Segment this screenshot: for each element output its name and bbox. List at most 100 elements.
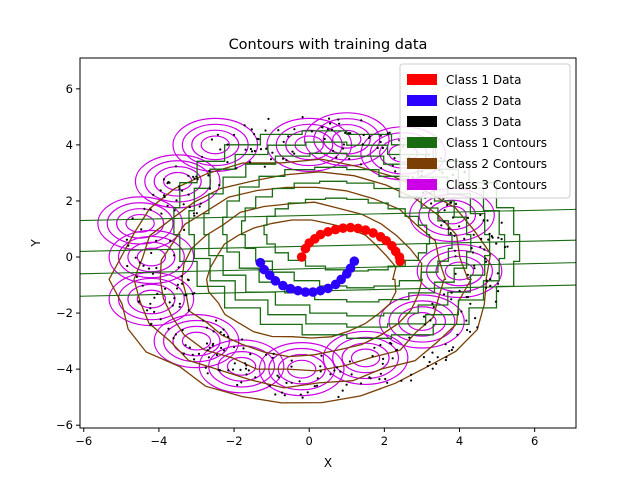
class-3-point — [313, 385, 316, 388]
class-3-point — [458, 225, 461, 228]
class-3-point — [466, 273, 469, 276]
class-3-point — [348, 360, 351, 363]
class-3-point — [193, 214, 196, 217]
class-3-point — [181, 328, 184, 332]
class-3-point — [219, 148, 222, 151]
class-3-point — [485, 260, 488, 263]
class-3-point — [319, 370, 322, 373]
class-3-point — [497, 290, 500, 293]
class-3-point — [299, 393, 302, 396]
class-1-point — [360, 225, 371, 235]
class-3-point — [463, 237, 466, 240]
class-3-point — [465, 296, 468, 299]
legend-box — [399, 63, 571, 199]
class-3-point — [440, 224, 443, 227]
class-3-contour — [322, 330, 409, 386]
class-3-point — [503, 245, 507, 249]
class-3-point — [453, 249, 456, 252]
class-3-point — [466, 328, 469, 332]
class-3-point — [153, 310, 156, 313]
x-tick-label: −4 — [150, 434, 167, 448]
y-tick-label: −4 — [56, 362, 73, 376]
legend-label: Class 3 Data — [446, 115, 522, 129]
class-3-point — [164, 287, 167, 290]
class-3-point — [147, 267, 151, 270]
class-3-contour — [379, 294, 465, 349]
class-3-point — [326, 128, 329, 131]
class-3-point — [177, 266, 180, 269]
legend-label: Class 3 Contours — [446, 178, 547, 192]
class-3-point — [465, 319, 468, 322]
class-3-point — [293, 128, 296, 131]
class-3-point — [205, 326, 208, 329]
class-1-point — [296, 252, 307, 262]
class-3-point — [151, 272, 155, 275]
class-3-point — [195, 212, 198, 215]
class-3-point — [219, 331, 222, 334]
class-3-point — [386, 381, 389, 384]
class-3-point — [253, 133, 256, 136]
class-3-point — [193, 177, 196, 180]
class-3-point — [379, 343, 382, 347]
class-3-point — [125, 238, 128, 241]
class-3-point — [458, 289, 461, 292]
class-3-point — [243, 362, 247, 365]
class-3-point — [327, 117, 331, 120]
class-3-point — [263, 165, 266, 168]
legend-swatch — [407, 95, 437, 106]
class-3-point — [206, 372, 209, 375]
class-3-point — [239, 368, 242, 371]
x-tick-label: 2 — [381, 434, 388, 448]
class-3-point — [320, 125, 323, 128]
class-3-point — [473, 267, 476, 270]
class-3-point — [395, 348, 399, 351]
class-2-contour — [133, 171, 473, 389]
class-3-point — [444, 343, 447, 346]
chart-title: Contours with training data — [229, 37, 428, 53]
class-3-point — [181, 282, 184, 285]
y-axis-label: Y — [29, 239, 43, 248]
class-3-point — [479, 213, 482, 217]
class-3-point — [138, 261, 141, 264]
axis-ticks: −6 −4 −2 0 2 4 6 −6 −4 −2 0 2 4 6 — [56, 82, 538, 448]
class-3-point — [431, 302, 434, 305]
class-3-point — [216, 133, 219, 136]
class-3-point — [211, 344, 214, 347]
class-3-point — [212, 330, 215, 333]
class-3-point — [337, 118, 340, 121]
class-3-point — [445, 356, 448, 359]
class-3-point — [306, 391, 309, 394]
class-3-point — [381, 362, 384, 365]
class-3-point — [222, 328, 225, 331]
class-3-point — [222, 333, 226, 336]
class-3-point — [173, 209, 176, 212]
class-3-point — [149, 208, 152, 211]
class-3-point — [386, 132, 389, 135]
class-3-point — [143, 207, 146, 210]
class-3-point — [446, 203, 449, 207]
class-3-point — [243, 124, 246, 127]
class-3-point — [447, 227, 450, 230]
class-3-point — [500, 221, 503, 224]
class-3-point — [362, 133, 365, 137]
class-2-point — [285, 283, 296, 294]
class-3-point — [390, 342, 393, 345]
class-3-point — [301, 396, 304, 399]
class-3-point — [174, 333, 177, 336]
class-3-point — [500, 238, 503, 241]
class-3-contour — [407, 312, 437, 331]
class-3-point — [199, 202, 202, 205]
class-3-contour — [350, 348, 381, 368]
class-3-point — [488, 232, 491, 235]
class-3-point — [331, 128, 334, 131]
class-3-point — [470, 247, 473, 250]
class-3-point — [431, 367, 434, 370]
class-3-point — [159, 318, 162, 321]
class-3-point — [183, 228, 186, 231]
class-3-point — [489, 278, 492, 281]
class-3-point — [449, 232, 452, 235]
class-3-point — [178, 188, 181, 191]
class-3-point — [453, 234, 456, 237]
class-3-point — [391, 164, 394, 167]
class-3-point — [167, 327, 170, 330]
